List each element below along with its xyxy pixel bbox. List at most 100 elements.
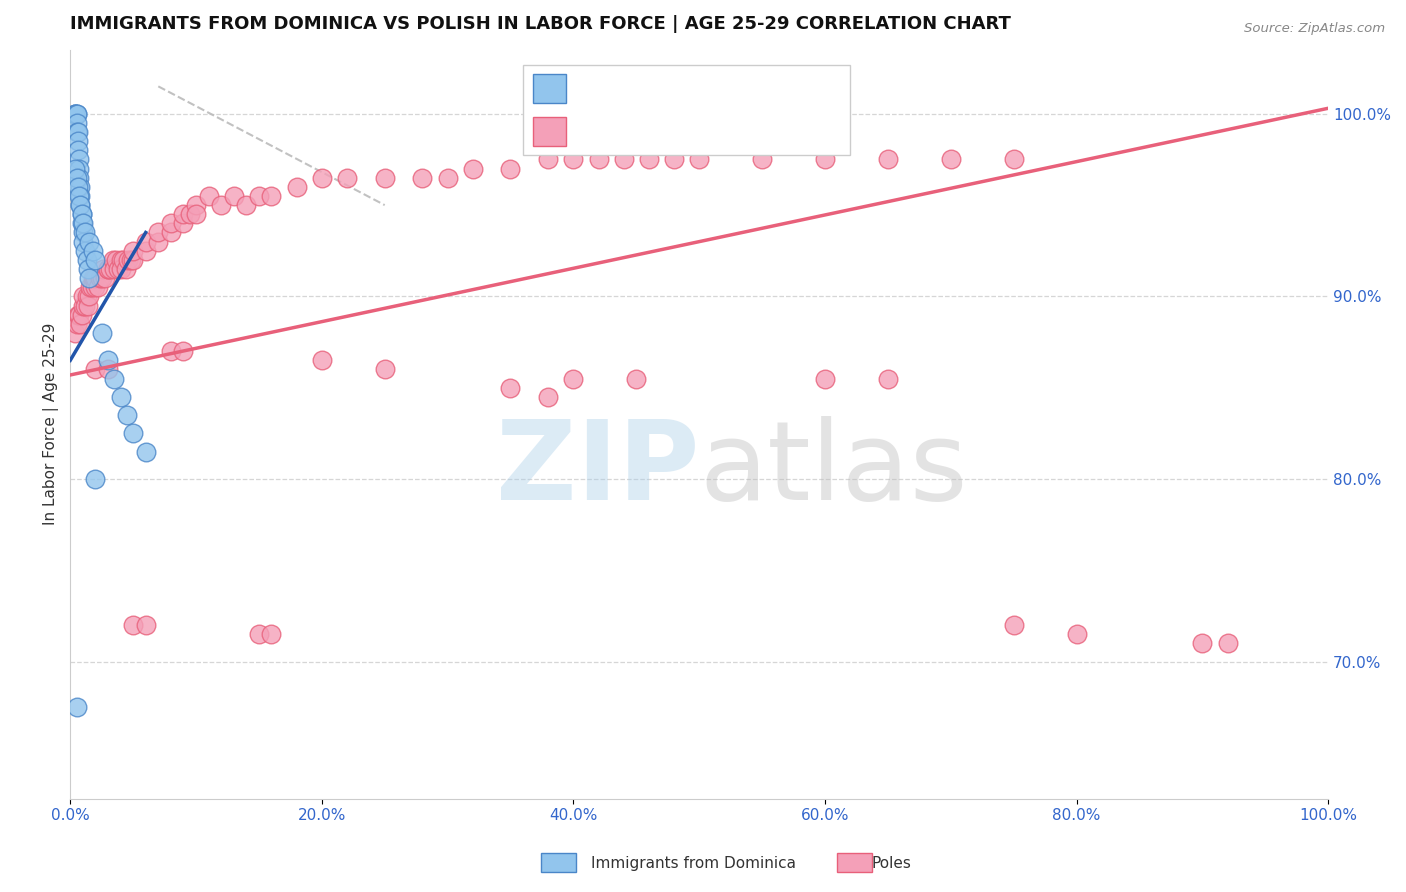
Point bbox=[115, 408, 138, 422]
Point bbox=[1191, 636, 1213, 650]
Point bbox=[65, 107, 87, 121]
Point bbox=[84, 280, 107, 294]
Point bbox=[79, 280, 101, 294]
Point bbox=[72, 289, 94, 303]
Point bbox=[69, 198, 91, 212]
Point bbox=[197, 189, 219, 203]
Point bbox=[110, 262, 132, 277]
Point bbox=[876, 371, 898, 385]
Point bbox=[82, 244, 104, 258]
Point bbox=[76, 252, 98, 267]
Point bbox=[135, 244, 157, 258]
Point bbox=[537, 153, 560, 167]
Point bbox=[72, 299, 94, 313]
Point bbox=[311, 170, 333, 185]
Point bbox=[75, 244, 97, 258]
Point bbox=[70, 216, 93, 230]
Point bbox=[77, 235, 100, 249]
Point bbox=[172, 207, 194, 221]
Point bbox=[65, 317, 87, 331]
Point bbox=[66, 143, 89, 157]
Point bbox=[84, 362, 107, 376]
Point bbox=[65, 700, 87, 714]
Point bbox=[66, 125, 89, 139]
Point bbox=[67, 189, 90, 203]
Point bbox=[562, 153, 585, 167]
Point bbox=[637, 153, 659, 167]
Point bbox=[104, 252, 127, 267]
Point bbox=[285, 179, 308, 194]
Point bbox=[89, 271, 111, 285]
Point bbox=[135, 235, 157, 249]
Point bbox=[374, 170, 396, 185]
Point bbox=[83, 271, 105, 285]
Text: ZIP: ZIP bbox=[496, 416, 699, 523]
Point bbox=[66, 308, 89, 322]
Point bbox=[65, 170, 87, 185]
Point bbox=[613, 153, 636, 167]
Point bbox=[76, 299, 98, 313]
Point bbox=[77, 289, 100, 303]
Point bbox=[160, 344, 183, 359]
Point bbox=[135, 444, 157, 458]
Point bbox=[84, 472, 107, 486]
Point bbox=[235, 198, 257, 212]
Text: Immigrants from Dominica: Immigrants from Dominica bbox=[591, 856, 796, 871]
Point bbox=[67, 153, 90, 167]
Point bbox=[260, 189, 283, 203]
Point bbox=[260, 627, 283, 641]
Point bbox=[75, 226, 97, 240]
Point bbox=[172, 344, 194, 359]
Point bbox=[172, 216, 194, 230]
Text: Source: ZipAtlas.com: Source: ZipAtlas.com bbox=[1244, 22, 1385, 36]
Point bbox=[179, 207, 201, 221]
Point bbox=[69, 198, 91, 212]
Point bbox=[1216, 636, 1239, 650]
Point bbox=[65, 107, 87, 121]
Point bbox=[814, 371, 837, 385]
Point bbox=[688, 153, 710, 167]
Point bbox=[103, 371, 125, 385]
Text: Poles: Poles bbox=[872, 856, 911, 871]
Point bbox=[411, 170, 433, 185]
Point bbox=[70, 308, 93, 322]
Point bbox=[90, 271, 112, 285]
Point bbox=[65, 161, 87, 176]
Point bbox=[209, 198, 232, 212]
Point bbox=[1002, 618, 1025, 632]
Point bbox=[247, 627, 270, 641]
Point bbox=[80, 280, 103, 294]
Point bbox=[67, 170, 90, 185]
Point bbox=[120, 252, 142, 267]
Point bbox=[110, 390, 132, 404]
Point bbox=[247, 189, 270, 203]
Point bbox=[69, 179, 91, 194]
Point bbox=[75, 299, 97, 313]
Point bbox=[97, 262, 120, 277]
Point bbox=[110, 252, 132, 267]
Point bbox=[97, 362, 120, 376]
Point bbox=[77, 271, 100, 285]
Point bbox=[66, 134, 89, 148]
Text: atlas: atlas bbox=[699, 416, 967, 523]
Point bbox=[499, 161, 522, 176]
Point bbox=[97, 353, 120, 368]
Point bbox=[72, 226, 94, 240]
Point bbox=[76, 262, 98, 277]
Point bbox=[101, 252, 124, 267]
Point bbox=[562, 371, 585, 385]
Point bbox=[84, 252, 107, 267]
Point bbox=[814, 153, 837, 167]
Point bbox=[65, 326, 87, 340]
Point bbox=[160, 226, 183, 240]
Point bbox=[184, 207, 207, 221]
Point bbox=[148, 226, 170, 240]
Point bbox=[67, 161, 90, 176]
Point bbox=[112, 252, 135, 267]
Point bbox=[90, 326, 112, 340]
Point bbox=[65, 107, 87, 121]
Point bbox=[100, 262, 122, 277]
Point bbox=[374, 362, 396, 376]
Point bbox=[117, 252, 139, 267]
Point bbox=[122, 618, 145, 632]
